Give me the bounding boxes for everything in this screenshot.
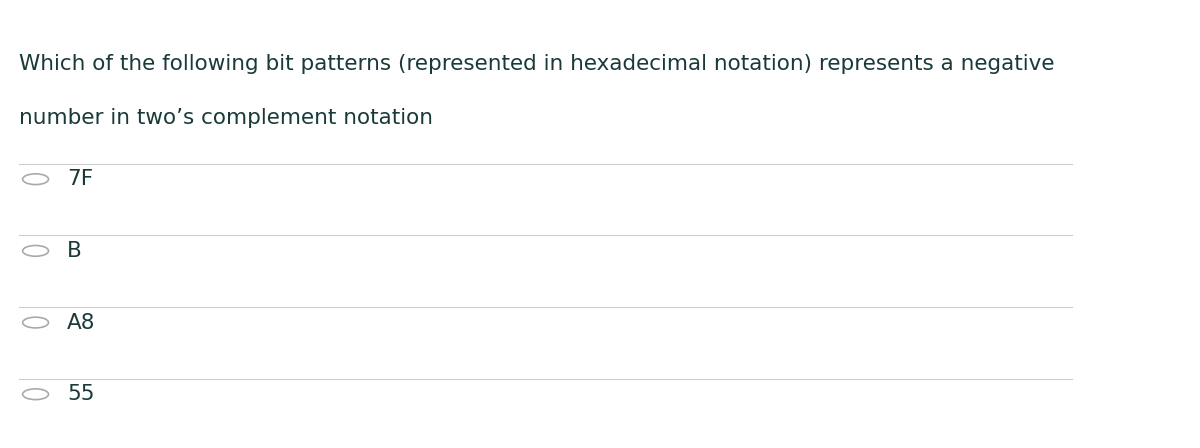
Text: 55: 55 (67, 384, 95, 404)
Text: B: B (67, 241, 82, 261)
Text: A8: A8 (67, 313, 95, 332)
Text: number in two’s complement notation: number in two’s complement notation (19, 108, 433, 128)
Text: 7F: 7F (67, 169, 92, 189)
Text: Which of the following bit patterns (represented in hexadecimal notation) repres: Which of the following bit patterns (rep… (19, 54, 1055, 74)
